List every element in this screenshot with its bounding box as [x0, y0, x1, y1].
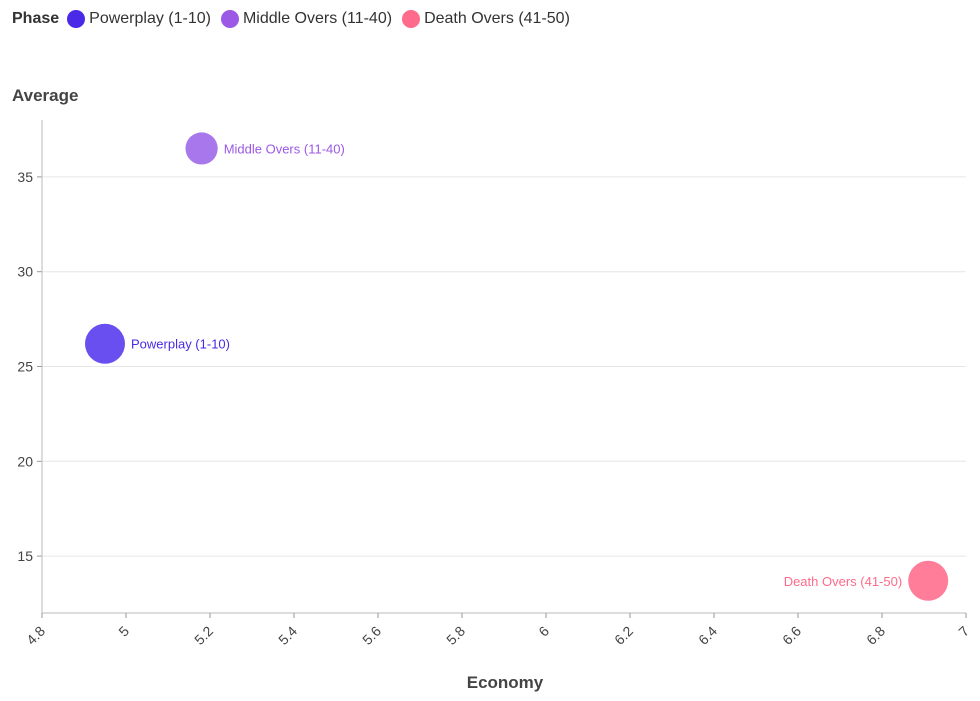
x-tick-label: 6.4 [695, 623, 720, 648]
data-point-label: Powerplay (1-10) [131, 337, 230, 352]
x-tick-label: 7 [955, 623, 972, 640]
legend-swatch-death-overs [402, 10, 421, 28]
legend-item-death-overs[interactable]: Death Overs (41-50) [402, 10, 570, 28]
legend-label-powerplay: Powerplay (1-10) [89, 10, 211, 27]
y-tick-label: 30 [17, 264, 33, 280]
legend-swatch-middle-overs [220, 10, 239, 28]
data-points: Powerplay (1-10) Middle Overs (11-40) Deat… [85, 132, 949, 601]
data-point[interactable] [85, 323, 125, 364]
y-tick-label: 20 [17, 453, 33, 469]
legend: Phase Powerplay (1-10) Middle Overs (11-… [12, 10, 580, 28]
y-tick-label: 25 [17, 359, 33, 375]
grid [42, 176, 966, 557]
axes: 15 20 25 30 35 4.8 5 5.2 5.4 5.6 5.8 6 6.2 6.4 6.6 6.8 7 [17, 120, 972, 648]
legend-swatch-powerplay [67, 10, 86, 28]
x-tick-label: 5 [115, 623, 132, 640]
y-axis-title: Average [12, 86, 78, 105]
x-tick-label: 6.2 [611, 623, 636, 648]
x-tick-label: 5.2 [191, 623, 216, 648]
data-point[interactable] [185, 132, 218, 165]
x-tick-label: 4.8 [23, 623, 48, 648]
x-axis-title: Economy [467, 673, 544, 692]
data-point[interactable] [908, 560, 949, 601]
x-tick-label: 5.8 [443, 623, 468, 648]
legend-label-middle-overs: Middle Overs (11-40) [242, 10, 393, 27]
x-tick-label: 5.4 [275, 623, 300, 648]
legend-item-powerplay[interactable]: Powerplay (1-10) [67, 10, 211, 28]
x-tick-label: 6.8 [863, 623, 888, 648]
x-tick-label: 5.6 [359, 623, 384, 648]
y-tick-label: 35 [17, 169, 33, 185]
x-tick-label: 6.6 [779, 623, 804, 648]
y-tick-label: 15 [17, 548, 33, 564]
legend-title: Phase [12, 10, 60, 27]
legend-label-death-overs: Death Overs (41-50) [424, 10, 570, 27]
x-tick-label: 6 [535, 623, 552, 640]
data-point-label: Death Overs (41-50) [784, 574, 903, 589]
data-point-label: Middle Overs (11-40) [224, 141, 345, 156]
legend-item-middle-overs[interactable]: Middle Overs (11-40) [220, 10, 393, 28]
